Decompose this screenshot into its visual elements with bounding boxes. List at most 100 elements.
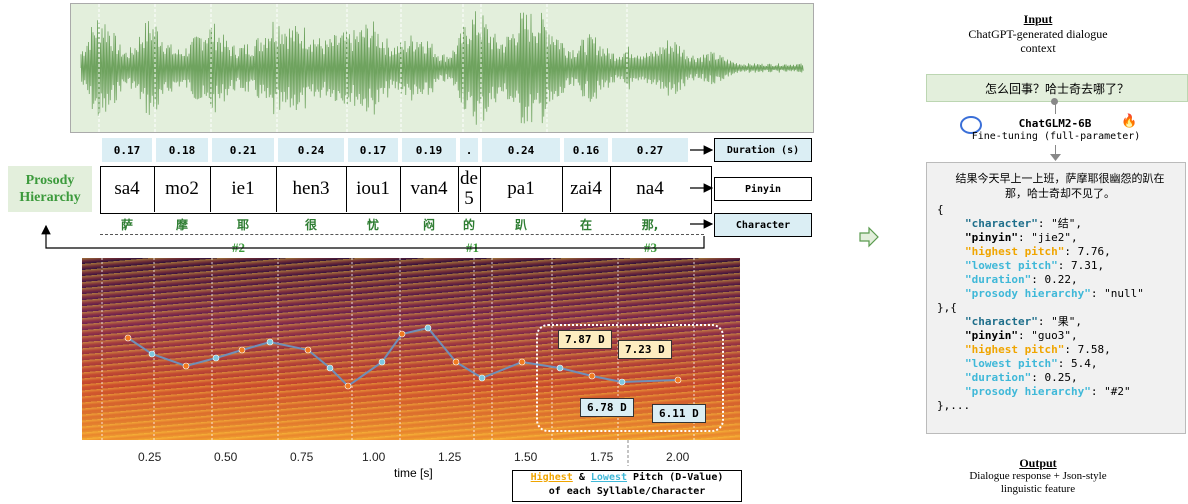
model-name: ChatGLM2-6B [1018, 117, 1092, 130]
time-tick: 1.00 [362, 450, 386, 464]
connector-dot [1051, 98, 1058, 105]
pinyin-cell: de 5 [458, 166, 481, 212]
character-cell: 在 [579, 218, 592, 232]
highest-pitch-point [452, 358, 460, 366]
json-open: { [937, 203, 944, 216]
input-description: ChatGPT-generated dialogue context [968, 27, 1108, 55]
highest-pitch-point [398, 330, 406, 338]
output-title: Output [1019, 456, 1057, 470]
highest-pitch-box-2: 7.23 D [618, 340, 672, 359]
lowest-pitch-point [266, 338, 274, 346]
json-field-highest: "highest pitch": 7.58, [965, 343, 1111, 356]
json-field-character: "character": "结", [965, 217, 1082, 230]
lowest-pitch-point [424, 324, 432, 332]
json-field-lowest: "lowest pitch": 7.31, [965, 259, 1105, 272]
lowest-pitch-point [478, 374, 486, 382]
duration-cell: 0.16 [564, 138, 608, 162]
duration-cell: 0.17 [102, 138, 152, 162]
waveform-panel [70, 3, 814, 133]
character-cell: 很 [304, 218, 317, 232]
chatglm-logo-icon [960, 116, 982, 134]
pitch-legend: Highest & Lowest Pitch (D-Value) of each… [512, 470, 742, 502]
lowest-pitch-point [212, 354, 220, 362]
duration-label: Duration (s) [714, 138, 812, 162]
character-label: Character [714, 213, 812, 237]
json-entry-2: "character": "果", "pinyin": "guo3", "highe… [937, 315, 1185, 399]
character-cell: 的 [462, 218, 475, 232]
prosody-hierarchy-label: Prosody Hierarchy [19, 173, 81, 205]
json-block: { "character": "结", "pinyin": "jie2", "hig… [937, 203, 1185, 413]
duration-cell: 0.24 [278, 138, 344, 162]
character-cell: 趴 [514, 218, 527, 232]
connector-top [1055, 100, 1056, 114]
input-title: Input [1023, 12, 1053, 26]
lowest-pitch-box-2: 6.11 D [652, 404, 706, 423]
duration-cell: . [460, 138, 478, 162]
time-tick: 1.75 [590, 450, 614, 464]
json-field-pinyin: "pinyin": "guo3", [965, 329, 1078, 342]
waveform [80, 4, 804, 132]
lowest-pitch-point [148, 350, 156, 358]
character-cell: 忧 [366, 218, 379, 232]
connector-bottom [1055, 145, 1056, 157]
duration-cell: 0.17 [348, 138, 398, 162]
highlight-region [536, 324, 724, 432]
prosody-hierarchy-box: Prosody Hierarchy [8, 166, 92, 212]
legend-line2: of each Syllable/Character [548, 486, 706, 497]
character-cell: 闷 [422, 218, 435, 232]
character-cell: 摩 [175, 218, 188, 232]
pinyin-cell: pa1 [480, 166, 563, 212]
legend-highest: Highest [530, 472, 573, 483]
json-field-character: "character": "果", [965, 315, 1082, 328]
highest-pitch-point [518, 358, 526, 366]
pinyin-cell: na4 [636, 178, 664, 199]
highest-pitch-box-1: 7.87 D [558, 330, 612, 349]
model-subtitle: Fine-tuning (full-parameter) [971, 131, 1141, 142]
highest-pitch-point [182, 362, 190, 370]
highest-pitch-point [124, 334, 132, 342]
lowest-pitch-point [378, 358, 386, 366]
legend-lowest: Lowest [590, 472, 628, 483]
duration-cell: 0.24 [482, 138, 560, 162]
time-axis-label: time [s] [394, 466, 433, 480]
lowest-pitch-point [618, 378, 626, 386]
highest-pitch-point [674, 376, 682, 384]
highest-pitch-point [238, 346, 246, 354]
pinyin-cell: van4 [400, 166, 459, 212]
legend-amp: & [578, 472, 585, 483]
json-field-duration: "duration": 0.22, [965, 273, 1078, 286]
output-description: Dialogue response + Json-style linguisti… [969, 470, 1107, 495]
json-field-pinyin: "pinyin": "jie2", [965, 231, 1078, 244]
time-tick: 1.50 [514, 450, 538, 464]
dash-line [100, 234, 704, 235]
time-tick: 2.00 [666, 450, 690, 464]
json-field-lowest: "lowest pitch": 5.4, [965, 357, 1098, 370]
fire-icon: 🔥 [1121, 114, 1138, 129]
highest-pitch-point [588, 372, 596, 380]
json-entry-1: "character": "结", "pinyin": "jie2", "highe… [937, 217, 1185, 301]
json-field-prosody: "prosody hierarchy": "null" [965, 287, 1144, 300]
character-cell: 耶 [236, 218, 249, 232]
time-tick: 0.50 [214, 450, 238, 464]
prompt-text: 怎么回事？哈士奇去哪了？ [984, 81, 1129, 96]
duration-cell: 0.27 [612, 138, 688, 162]
duration-cell: 0.18 [156, 138, 208, 162]
time-tick: 1.25 [438, 450, 462, 464]
pitch-overlay [101, 258, 695, 440]
legend-rest: Pitch (D-Value) [633, 472, 724, 483]
time-tick: 0.25 [138, 450, 162, 464]
output-box: 结果今天早上一上班，萨摩耶很幽怨的趴在那，哈士奇却不见了。 { "charact… [926, 162, 1186, 434]
pinyin-cell: zai4 [562, 166, 611, 212]
pinyin-label: Pinyin [714, 177, 812, 201]
pinyin-cell: iou1 [346, 166, 401, 212]
time-tick: 0.75 [290, 450, 314, 464]
prompt-box: 怎么回事？哈士奇去哪了？ [926, 74, 1188, 102]
duration-cell: 0.21 [212, 138, 274, 162]
highest-pitch-point [304, 346, 312, 354]
json-end: },... [937, 399, 971, 412]
next-arrow-icon [859, 226, 879, 248]
json-field-duration: "duration": 0.25, [965, 371, 1078, 384]
highest-pitch-point [344, 382, 352, 390]
response-text: 结果今天早上一上班，萨摩耶很幽怨的趴在那，哈士奇却不见了。 [955, 172, 1165, 200]
